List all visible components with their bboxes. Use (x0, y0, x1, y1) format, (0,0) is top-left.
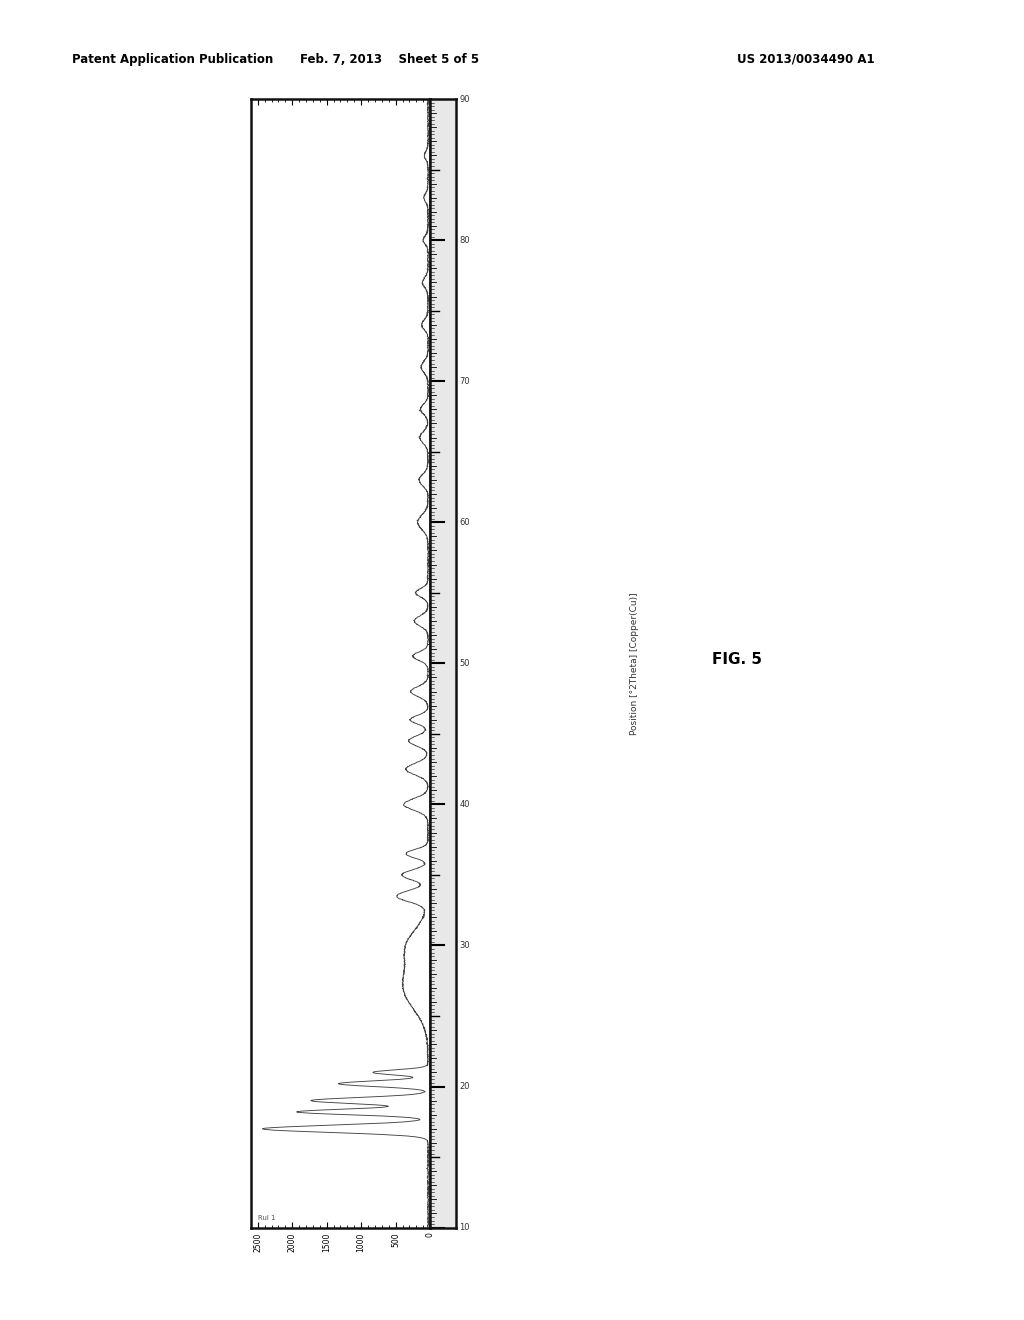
Text: 40: 40 (459, 800, 470, 809)
Text: US 2013/0034490 A1: US 2013/0034490 A1 (737, 53, 874, 66)
Text: 80: 80 (459, 235, 470, 244)
Text: 70: 70 (459, 376, 470, 385)
Text: FIG. 5: FIG. 5 (713, 652, 762, 668)
Text: 30: 30 (459, 941, 470, 950)
Text: 60: 60 (459, 517, 470, 527)
Text: 10: 10 (459, 1224, 470, 1232)
Text: Patent Application Publication: Patent Application Publication (72, 53, 273, 66)
Text: Position [°2Theta] [Copper(Cu)]: Position [°2Theta] [Copper(Cu)] (631, 591, 639, 735)
Text: 50: 50 (459, 659, 470, 668)
Text: Feb. 7, 2013    Sheet 5 of 5: Feb. 7, 2013 Sheet 5 of 5 (300, 53, 478, 66)
Text: 90: 90 (459, 95, 470, 103)
Text: Rul 1: Rul 1 (258, 1214, 275, 1221)
Text: 20: 20 (459, 1082, 470, 1092)
